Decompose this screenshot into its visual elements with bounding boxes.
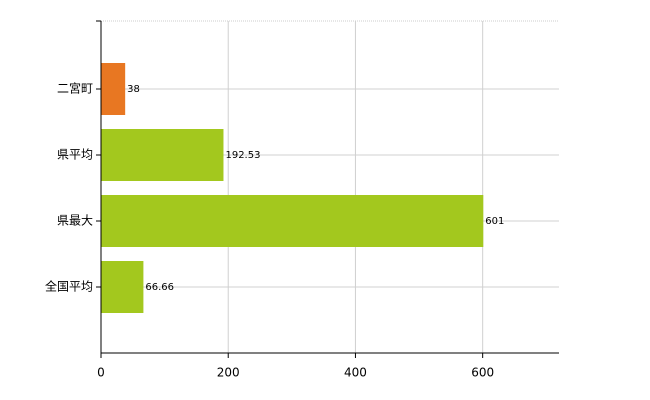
x-tick-label: 200 bbox=[217, 366, 240, 380]
y-tick-label: 県平均 bbox=[57, 148, 93, 162]
bar bbox=[101, 63, 126, 115]
x-tick-label: 400 bbox=[344, 366, 367, 380]
y-tick-label: 二宮町 bbox=[57, 81, 93, 96]
value-label: 38 bbox=[127, 84, 140, 95]
y-tick-label: 全国平均 bbox=[45, 279, 93, 294]
y-tick-label: 県最大 bbox=[57, 214, 93, 228]
bar bbox=[101, 129, 224, 181]
value-label: 192.53 bbox=[225, 150, 260, 161]
value-label: 66.66 bbox=[145, 282, 174, 293]
x-tick-label: 0 bbox=[97, 366, 105, 380]
bar bbox=[101, 261, 144, 313]
x-tick-label: 600 bbox=[471, 366, 494, 380]
value-label: 601 bbox=[485, 216, 504, 227]
bar bbox=[101, 195, 484, 247]
